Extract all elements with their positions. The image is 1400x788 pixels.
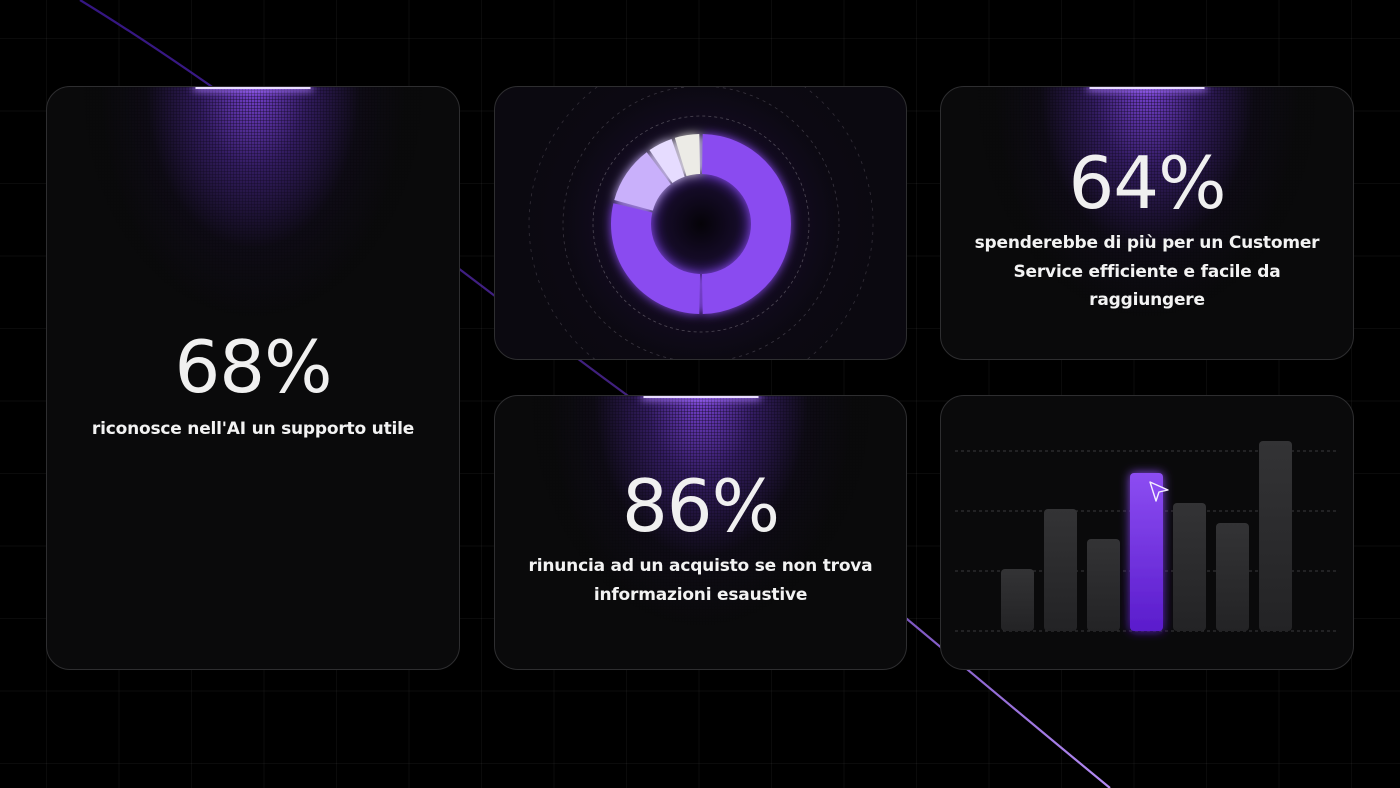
bar xyxy=(1173,503,1206,631)
stat-card-purchase-abandon: 86% rinuncia ad un acquisto se non trova… xyxy=(494,395,907,670)
bar xyxy=(1087,539,1120,631)
stat-card-ai-support: 68% riconosce nell'AI un supporto utile xyxy=(46,86,460,670)
stat-description-line-1: rinuncia ad un acquisto se non trova xyxy=(528,556,873,576)
card-glow-texture xyxy=(530,396,871,626)
stat-card-customer-service: 64% spenderebbe di più per un Customer S… xyxy=(940,86,1354,360)
donut-chart xyxy=(528,87,874,359)
bar-highlighted xyxy=(1130,473,1163,631)
card-top-light xyxy=(643,396,758,398)
bar-chart xyxy=(955,441,1339,632)
card-top-glow xyxy=(977,87,1317,317)
bar xyxy=(1001,569,1034,631)
donut-slice xyxy=(649,138,685,183)
stat-description-line-2: Service efficiente e facile da xyxy=(1013,261,1281,282)
donut-slice xyxy=(674,134,701,177)
bar-chart-card xyxy=(940,395,1354,670)
stat-value: 68% xyxy=(174,325,332,409)
card-top-light xyxy=(195,87,311,89)
stat-value: 64% xyxy=(1068,141,1226,225)
donut-slice xyxy=(614,152,671,211)
stat-description-line-1: spenderebbe di più per un Customer xyxy=(974,233,1320,253)
card-glow-texture xyxy=(83,87,423,317)
dashed-rings xyxy=(528,87,874,359)
stat-description-line-2: informazioni esaustive xyxy=(593,584,808,605)
card-top-glow xyxy=(530,396,871,626)
donut-center xyxy=(651,174,751,274)
donut-slice xyxy=(611,203,701,314)
cursor-arrow-icon xyxy=(1149,481,1169,502)
card-top-light xyxy=(1089,87,1205,89)
stat-description: riconosce nell'AI un supporto utile xyxy=(91,419,415,439)
donut-slice xyxy=(701,134,791,314)
card-top-glow xyxy=(83,87,423,317)
card-glow-texture xyxy=(977,87,1317,317)
stat-description-line-3: raggiungere xyxy=(1089,290,1205,310)
donut-chart-card xyxy=(494,86,907,360)
stat-value: 86% xyxy=(621,464,780,548)
bar xyxy=(1044,509,1077,631)
bar xyxy=(1259,441,1292,631)
bar xyxy=(1216,523,1249,631)
